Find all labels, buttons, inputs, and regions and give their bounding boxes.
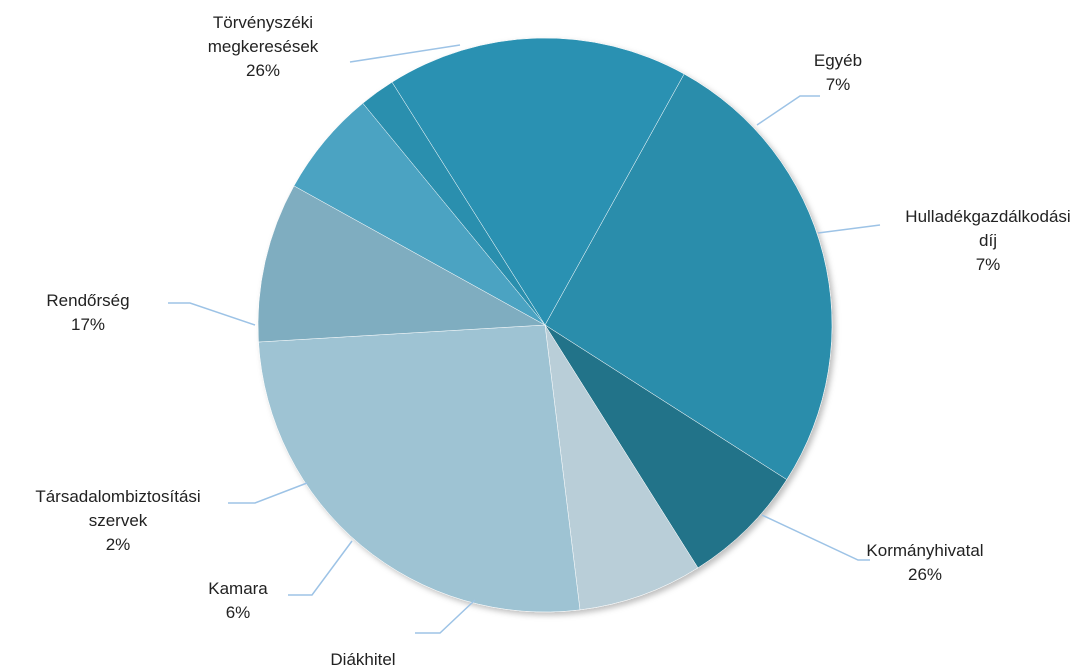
leader-line-kormanyhivatal [761,514,870,561]
slice-name-line-kormanyhivatal: Kormányhivatal [866,541,983,560]
slice-label-hulladekgazdalkodasi-dij: Hulladékgazdálkodási díj 7% [905,207,1070,274]
pie-slice-hulladekgazdalkodasi-dij [544,324,699,611]
pie-slices [257,37,833,613]
leader-line-hulladekgazdalkodasi-dij [817,224,881,234]
leader-line-kamara [288,540,353,596]
slice-label-tarsadalombiztositasi-szervek: Társadalombiztosítási szervek 2% [35,487,200,554]
slice-name-line-egyeb: Egyéb [814,51,862,70]
slice-name-line-diakhitel: Diákhitel [330,650,395,667]
leader-line-egyeb [756,95,820,126]
slice-label-diakhitel: Diákhitel9% [330,650,395,667]
slice-label-kormanyhivatal: Kormányhivatal 26% [866,541,983,584]
pie-slice-egyeb [544,324,788,569]
slice-name-line-torvenyszeki-megkeresesek: Törvényszéki [213,13,313,32]
pie-slice-torvenyszeki-megkeresesek [544,73,833,480]
slice-name-line-tarsadalombiztositasi-szervek: Társadalombiztosítási [35,487,200,506]
slice-percent-tarsadalombiztositasi-szervek: 2% [106,535,131,554]
leader-line-diakhitel [415,599,476,634]
leader-lines [168,44,881,634]
slice-name-line-hulladekgazdalkodasi-dij: díj [979,231,997,250]
slice-name-line-kamara: Kamara [208,579,268,598]
slice-label-kamara: Kamara 6% [208,579,268,622]
pie-slice-diakhitel [257,185,546,343]
slice-label-torvenyszeki-megkeresesek: Törvényszéki megkeresések 26% [208,13,319,80]
slice-percent-kamara: 6% [226,603,251,622]
slice-name-line-torvenyszeki-megkeresesek: megkeresések [208,37,319,56]
slice-label-rendorseg: Rendőrség 17% [46,291,129,334]
slice-percent-torvenyszeki-megkeresesek: 26% [246,61,280,80]
leader-line-tarsadalombiztositasi-szervek [228,482,308,504]
slice-percent-hulladekgazdalkodasi-dij: 7% [976,255,1001,274]
leader-line-rendorseg [168,302,256,326]
slice-name-line-hulladekgazdalkodasi-dij: Hulladékgazdálkodási [905,207,1070,226]
pie-slice-kormanyhivatal [258,324,581,613]
pie-slice-rendorseg [391,37,685,326]
slice-name-line-rendorseg: Rendőrség [46,291,129,310]
slice-percent-kormanyhivatal: 26% [908,565,942,584]
slice-label-egyeb: Egyéb 7% [814,51,862,94]
leader-line-torvenyszeki-megkeresesek [349,44,461,63]
slice-labels: Törvényszéki megkeresések 26%Egyéb 7%Hullad… [35,13,1070,667]
slice-percent-egyeb: 7% [826,75,851,94]
slice-name-line-tarsadalombiztositasi-szervek: szervek [89,511,148,530]
slice-percent-rendorseg: 17% [71,315,105,334]
